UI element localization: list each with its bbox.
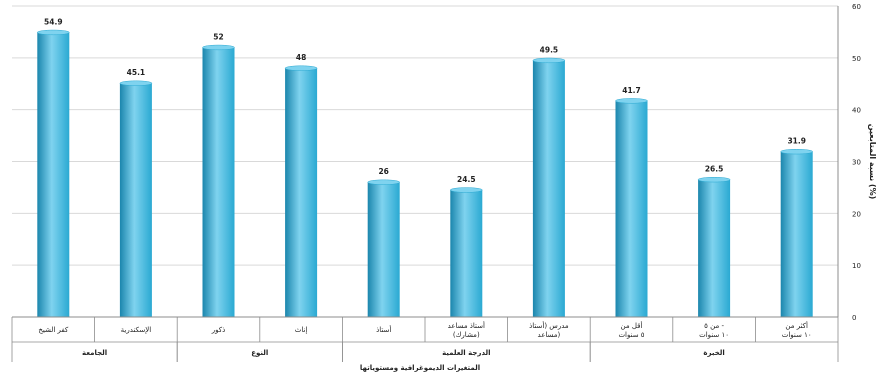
bar (37, 32, 70, 318)
y-tick-label: 10 (852, 262, 861, 270)
data-label: 26.5 (705, 165, 724, 174)
x-tick-label: كفر الشيخ (38, 326, 69, 334)
bar (532, 60, 565, 318)
bar-cap (532, 57, 566, 64)
x-tick-label: مدرس (أستاذ مساعد) (529, 321, 569, 339)
bar-cap (284, 65, 318, 71)
bar-cap (450, 187, 483, 193)
bar (780, 151, 813, 317)
x-tick-label: الإسكندرية (121, 326, 152, 334)
data-label: 26 (378, 167, 388, 176)
y-tick-label: 60 (852, 3, 861, 11)
x-tick-label: أقل من ٥ سنوات (618, 321, 644, 339)
data-label: 45.1 (127, 68, 146, 77)
group-label: الخبرة (703, 349, 724, 357)
data-label: 41.7 (622, 86, 641, 95)
bar (202, 47, 235, 317)
y-tick-label: 20 (852, 210, 861, 218)
bar-cap (615, 98, 648, 104)
data-label: 48 (296, 53, 306, 62)
group-label: النوع (251, 349, 268, 357)
data-label: 54.9 (44, 17, 63, 26)
data-label: 24.5 (457, 175, 476, 184)
bar-cap (697, 176, 731, 183)
bar-cap (37, 29, 70, 36)
bar (285, 68, 318, 317)
bar-cap (367, 179, 400, 185)
x-axis-title: المتغيرات الديموغرافية ومستوياتها (360, 364, 480, 372)
x-tick-label: أستاذ مساعد (مشارك) (448, 321, 485, 339)
group-label: الدرجة العلمية (442, 349, 490, 357)
x-tick-label: إناث (295, 326, 308, 334)
data-label: 31.9 (787, 137, 806, 146)
x-tick-label: ذكور (211, 326, 225, 334)
bar (615, 100, 648, 317)
y-axis-title: نسبة المتابعين (%) (868, 124, 877, 200)
bar-cap (780, 149, 813, 155)
bar (119, 83, 152, 318)
data-label: 52 (213, 32, 223, 41)
y-tick-label: 50 (852, 55, 861, 63)
x-tick-label: من ٥ -١٠ سنوات (699, 322, 729, 339)
bar (698, 179, 731, 317)
x-tick-label: أستاذ (376, 325, 391, 334)
bar-cap (202, 44, 235, 51)
x-tick-label: أكثر من ١٠ سنوات (782, 321, 812, 339)
bar (450, 190, 483, 317)
y-tick-label: 40 (852, 107, 861, 115)
y-tick-label: 30 (852, 159, 861, 167)
data-label: 49.5 (540, 45, 559, 54)
bar (367, 182, 400, 317)
y-tick-label: 0 (852, 314, 856, 322)
group-label: الجامعة (82, 349, 107, 357)
bar-cap (119, 80, 153, 86)
